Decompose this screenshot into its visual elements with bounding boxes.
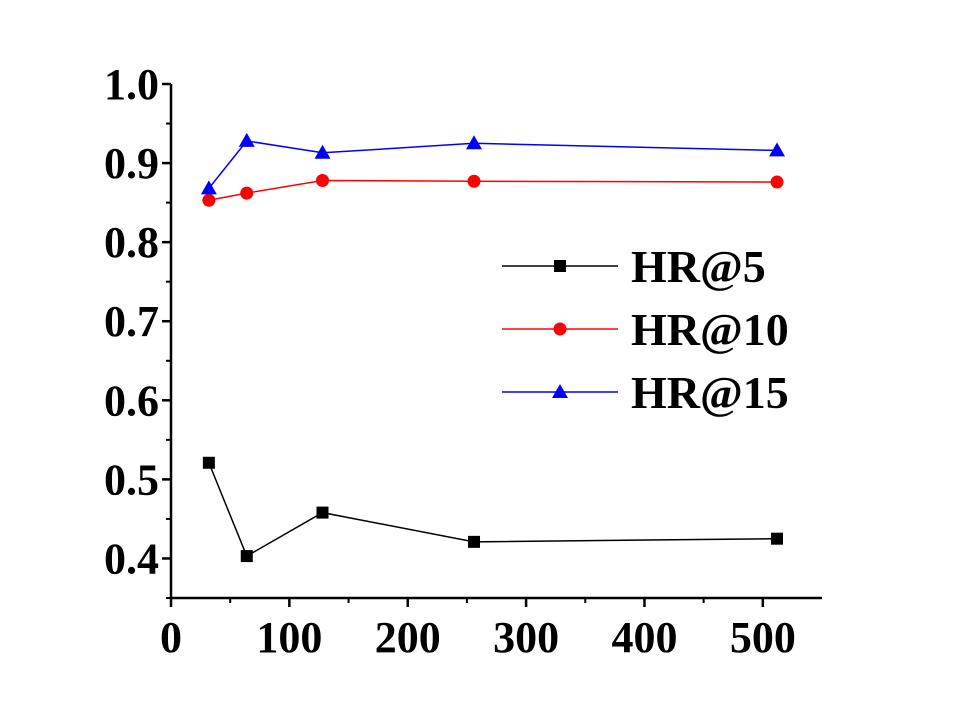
data-point-hr-15 [238, 132, 255, 147]
legend-marker [554, 260, 566, 272]
data-point-hr-10 [240, 186, 254, 200]
data-point-hr-5 [316, 506, 329, 519]
series-hr-10 [202, 173, 784, 207]
data-point-hr-15 [769, 142, 786, 157]
legend-label: HR@15 [631, 367, 789, 418]
plot-series [200, 132, 786, 563]
series-line-hr-10 [208, 179, 778, 201]
legend-item-hr-5: HR@5 [502, 241, 766, 292]
data-point-hr-10 [202, 193, 216, 207]
data-point-hr-15 [466, 135, 483, 150]
x-tick-label: 300 [493, 613, 559, 662]
y-tick-label: 0.9 [104, 139, 159, 188]
data-point-hr-5 [202, 456, 215, 469]
data-point-hr-15 [200, 180, 217, 195]
legend-item-hr-10: HR@10 [502, 304, 789, 355]
legend-marker [552, 384, 568, 398]
y-tick-label: 0.4 [104, 534, 159, 583]
y-tick-label: 0.7 [104, 297, 159, 346]
data-point-hr-10 [770, 175, 784, 189]
y-tick-label: 0.5 [104, 455, 159, 504]
axes: 0.4 0.5 0.6 0.7 0.8 0.9 1.0 0 100 200 300 400 500 [104, 60, 822, 662]
y-tick-label: 0.8 [104, 218, 159, 267]
data-point-hr-10 [467, 174, 481, 188]
legend-label: HR@5 [631, 241, 766, 292]
legend-item-hr-15: HR@15 [502, 367, 789, 418]
series-line-hr-5 [208, 462, 778, 558]
data-point-hr-15 [314, 144, 331, 159]
series-hr-5 [202, 456, 784, 563]
legend: HR@5 HR@10 HR@15 [502, 241, 789, 418]
x-tick-label: 500 [730, 613, 796, 662]
legend-label: HR@10 [631, 304, 789, 355]
data-point-hr-5 [771, 532, 784, 545]
series-hr-15 [200, 132, 786, 195]
y-tick-label: 1.0 [104, 60, 159, 109]
x-tick-label: 400 [611, 613, 677, 662]
y-tick-label: 0.6 [104, 376, 159, 425]
x-tick-label: 0 [160, 613, 182, 662]
data-point-hr-10 [316, 173, 330, 187]
x-tick-label: 100 [256, 613, 322, 662]
data-point-hr-5 [468, 535, 481, 548]
data-point-hr-5 [240, 550, 253, 563]
legend-marker [553, 322, 567, 336]
x-tick-label: 200 [375, 613, 441, 662]
